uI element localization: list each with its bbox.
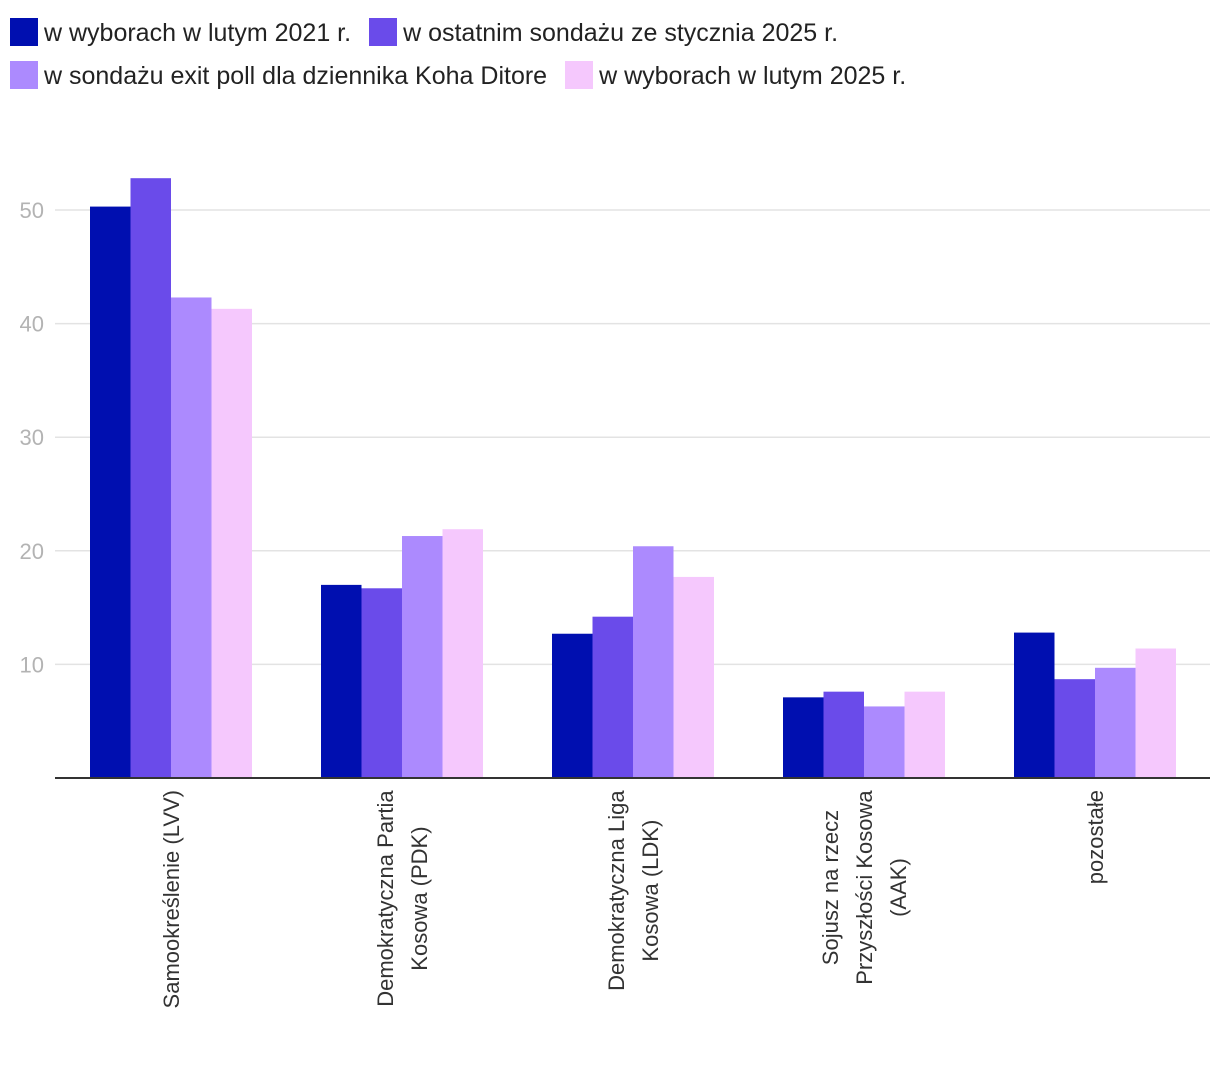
bar-2-cat-1	[130, 178, 171, 778]
legend-swatch-4	[565, 61, 594, 89]
bar-3-cat-2	[402, 536, 443, 778]
legend-item-3: w sondażu exit poll dla dziennika Koha D…	[10, 55, 547, 98]
x-category-label-line: Sojusz na rzecz	[818, 810, 843, 965]
y-tick-label: 40	[20, 312, 44, 337]
legend-label-1: w wyborach w lutym 2021 r.	[44, 19, 352, 47]
bar-1-cat-3	[552, 633, 593, 778]
legend-item-4: w wyborach w lutym 2025 r.	[565, 55, 906, 98]
bar-4-cat-3	[673, 576, 714, 778]
x-category-label: Sojusz na rzecz Przyszłości Kosowa (AAK)	[818, 790, 911, 985]
bar-3-cat-1	[171, 297, 212, 778]
x-category-label-line: Demokratyczna Liga	[604, 790, 629, 991]
bar-1-cat-4	[783, 697, 824, 778]
legend-label-3: w sondażu exit poll dla dziennika Koha D…	[44, 62, 548, 90]
legend-label-2: w ostatnim sondażu ze stycznia 2025 r.	[403, 19, 839, 47]
y-tick-label: 20	[20, 539, 44, 564]
x-category-label-line: Przyszłości Kosowa	[852, 790, 877, 985]
bar-2-cat-4	[823, 691, 864, 778]
legend-item-1: w wyborach w lutym 2021 r.	[10, 12, 351, 55]
x-category-label-line: Kosowa (PDK)	[407, 826, 432, 970]
x-category-label: Demokratyczna Partia Kosowa (PDK)	[373, 790, 432, 1007]
bar-2-cat-3	[592, 616, 633, 778]
bar-1-cat-1	[90, 206, 131, 779]
bar-4-cat-5	[1135, 648, 1176, 778]
bar-3-cat-3	[633, 546, 674, 778]
bar-2-cat-2	[361, 588, 402, 778]
y-tick-label: 10	[20, 652, 44, 677]
x-category-label: pozostałe	[1083, 790, 1108, 884]
bar-1-cat-2	[321, 584, 362, 778]
x-category-label-line: Samookreślenie (LVV)	[159, 790, 184, 1008]
bar-3-cat-5	[1095, 667, 1136, 778]
x-category-label-line: pozostałe	[1083, 790, 1108, 884]
legend-label-4: w wyborach w lutym 2025 r.	[599, 62, 907, 90]
x-category-label-line: (AAK)	[886, 858, 911, 917]
y-tick-label: 30	[20, 425, 44, 450]
bar-3-cat-4	[864, 706, 905, 778]
y-tick-label: 50	[20, 198, 44, 223]
x-category-label-line: Kosowa (LDK)	[638, 820, 663, 962]
x-category-label: Demokratyczna Liga Kosowa (LDK)	[604, 790, 663, 991]
legend-swatch-3	[10, 61, 38, 89]
bar-4-cat-4	[904, 691, 945, 778]
bar-4-cat-1	[211, 308, 252, 778]
bar-1-cat-5	[1014, 632, 1055, 778]
x-category-label-line: Demokratyczna Partia	[373, 790, 398, 1007]
legend-swatch-2	[369, 18, 398, 46]
x-category-label: Samookreślenie (LVV)	[159, 790, 184, 1008]
legend-item-2: w ostatnim sondażu ze stycznia 2025 r.	[369, 12, 838, 55]
legend-swatch-1	[10, 18, 38, 46]
bar-4-cat-2	[442, 529, 483, 778]
chart-legend: w wyborach w lutym 2021 r. w ostatnim son…	[10, 12, 1210, 98]
bar-2-cat-5	[1054, 679, 1095, 778]
